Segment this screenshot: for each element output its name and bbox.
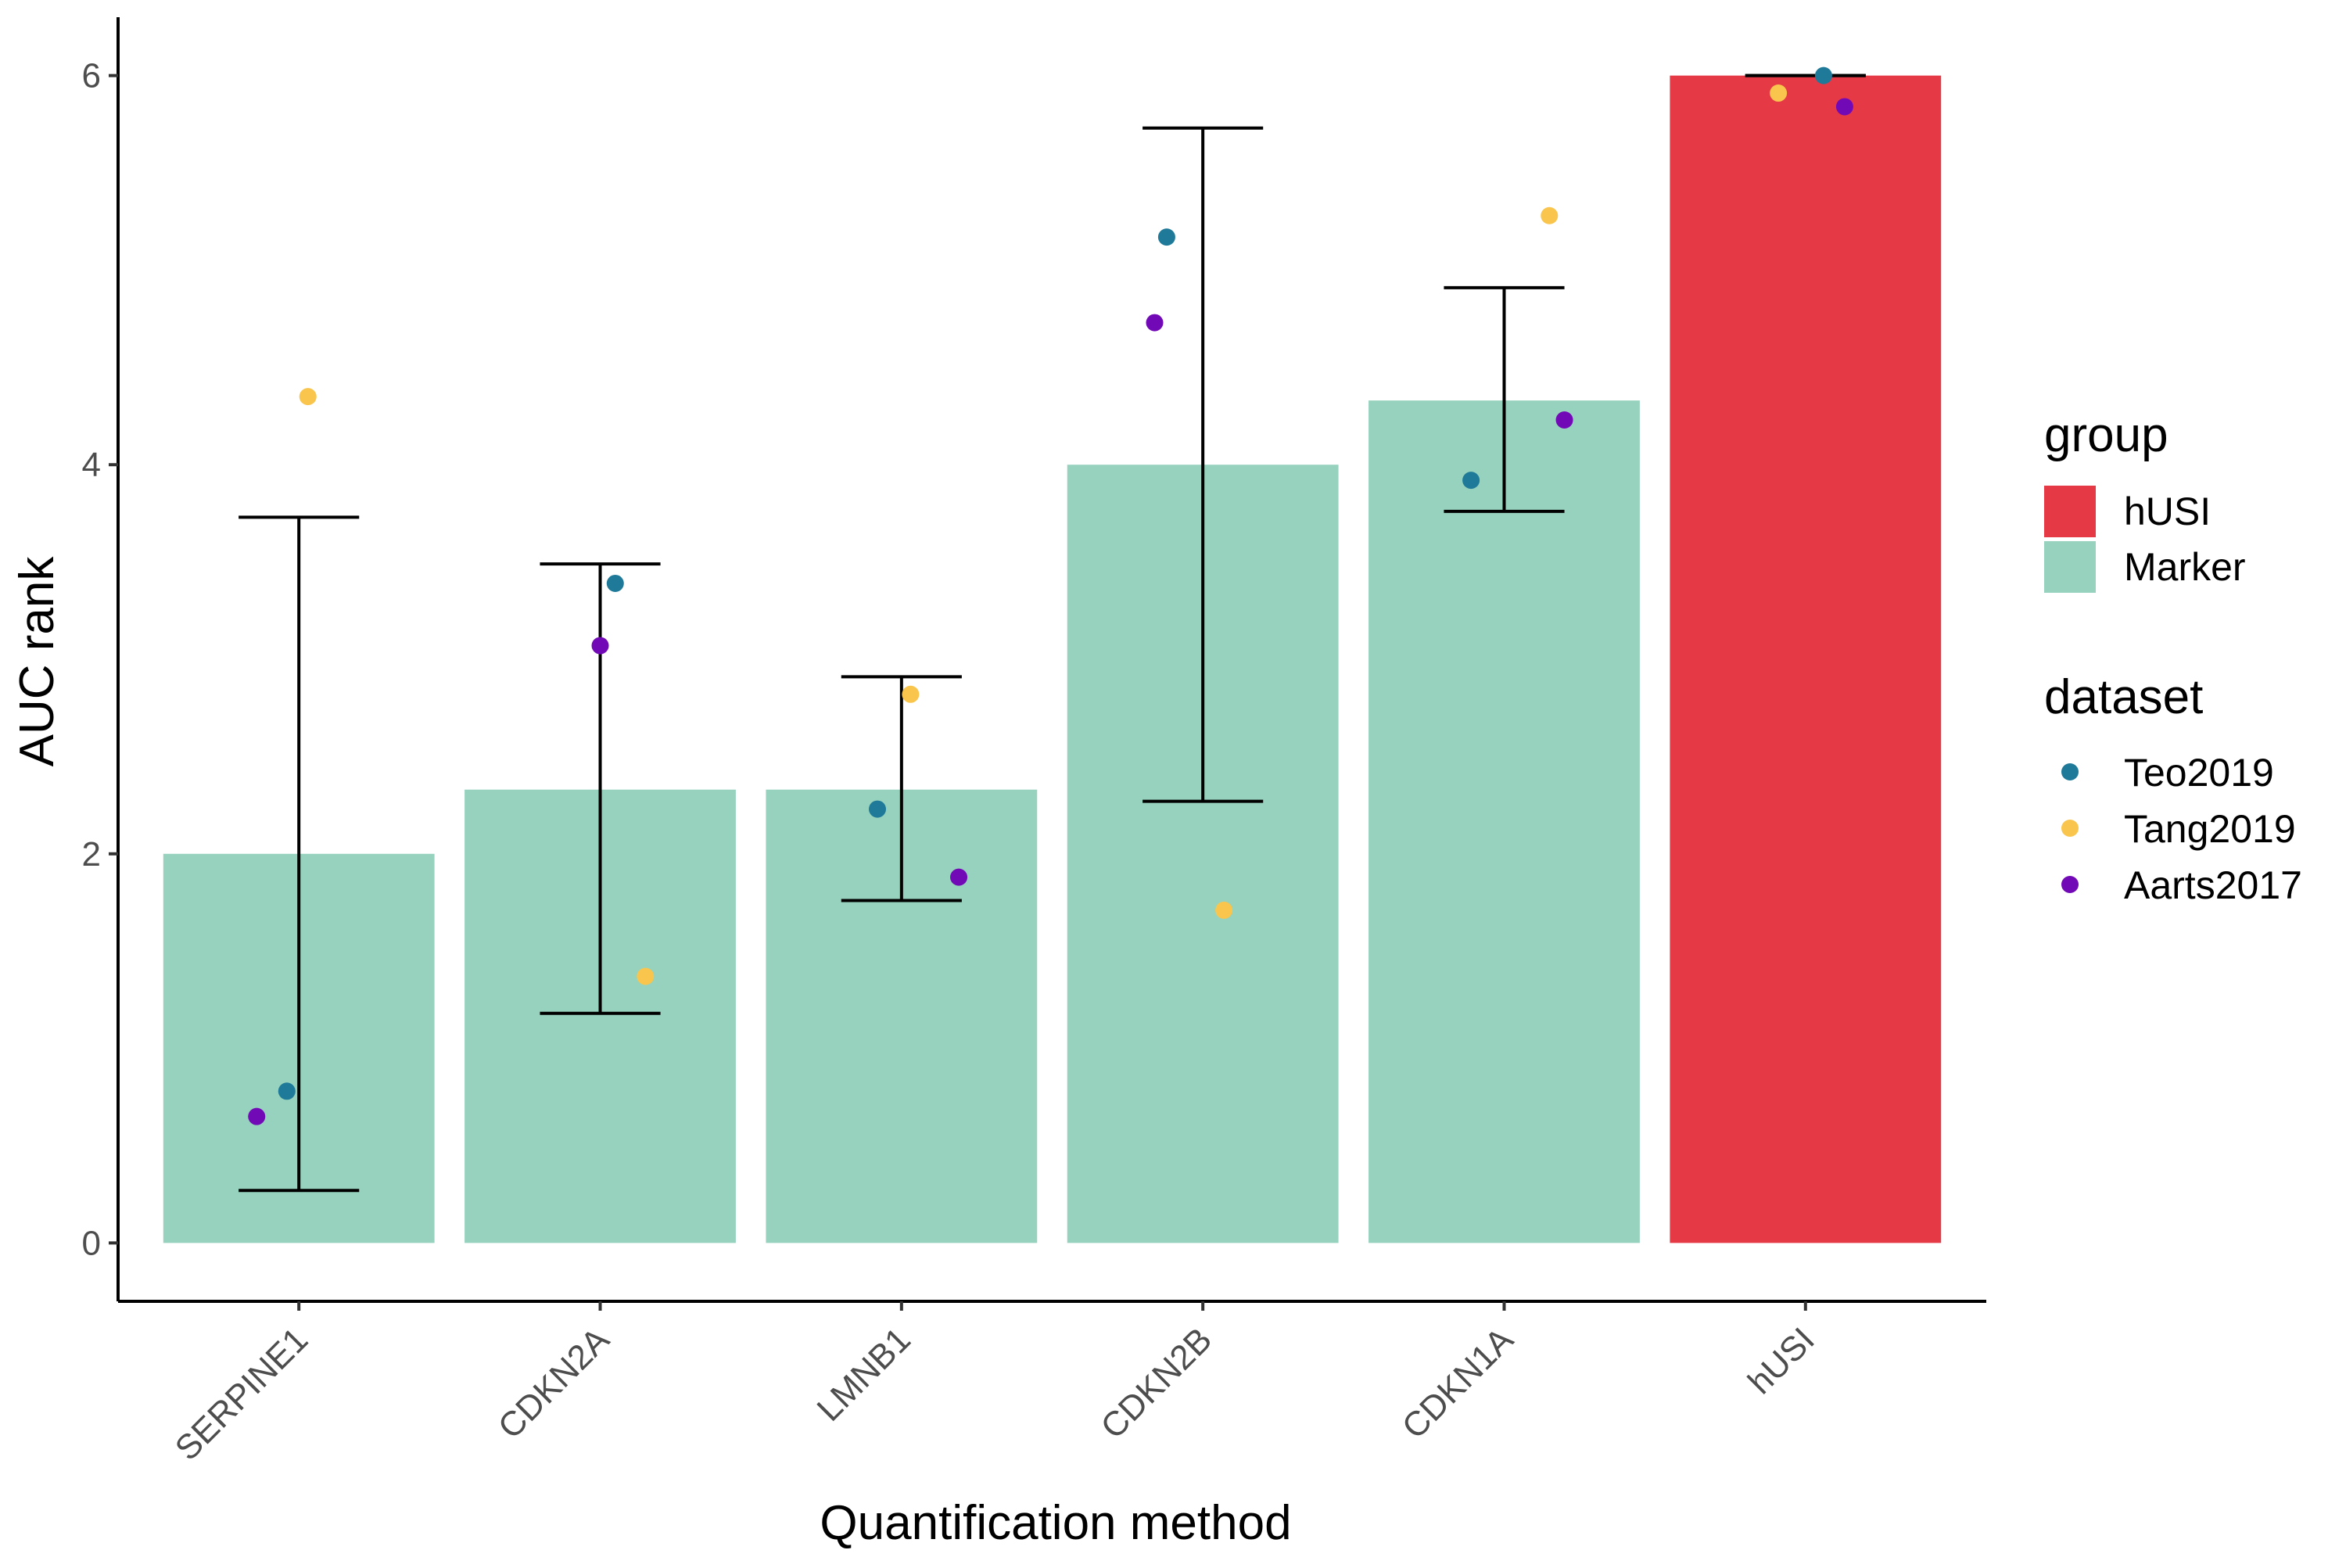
point-cdkn2a-aarts2017	[591, 637, 609, 655]
legend-key-tang2019	[2061, 820, 2079, 837]
point-husi-aarts2017	[1835, 98, 1853, 116]
legend-key-marker	[2044, 541, 2096, 593]
x-axis-title: Quantification method	[820, 1496, 1291, 1550]
legend-label-tang2019: Tang2019	[2124, 807, 2296, 851]
point-lmnb1-tang2019	[902, 685, 920, 703]
legend-key-husi	[2044, 486, 2096, 537]
point-serpine1-aarts2017	[248, 1107, 266, 1125]
y-tick-label: 4	[82, 446, 101, 484]
legend: group dataset hUSI Marker Teo2019 Tang2019 A…	[2044, 408, 2302, 907]
point-cdkn2b-tang2019	[1215, 901, 1233, 919]
point-husi-tang2019	[1770, 84, 1788, 102]
points-layer	[248, 66, 1853, 1125]
y-tick-label: 6	[82, 57, 101, 95]
legend-key-teo2019	[2061, 763, 2079, 780]
point-cdkn2a-tang2019	[637, 967, 655, 985]
point-cdkn1a-tang2019	[1541, 206, 1559, 224]
bar-husi	[1670, 75, 1942, 1243]
y-axis-title: AUC rank	[10, 556, 64, 767]
error-bars-layer	[239, 74, 1866, 1193]
point-serpine1-teo2019	[278, 1082, 296, 1100]
point-serpine1-tang2019	[299, 388, 317, 406]
error-bar-serpine1	[239, 515, 360, 1193]
point-lmnb1-teo2019	[869, 800, 887, 818]
legend-group-title: group	[2044, 408, 2168, 462]
x-tick-label: CDKN2A	[491, 1320, 617, 1446]
point-cdkn2b-teo2019	[1157, 228, 1175, 246]
point-cdkn2b-aarts2017	[1146, 314, 1164, 332]
legend-label-husi: hUSI	[2124, 490, 2211, 533]
legend-dataset-title: dataset	[2044, 670, 2203, 724]
y-tick-label: 2	[82, 835, 101, 874]
point-husi-teo2019	[1814, 66, 1832, 84]
legend-label-teo2019: Teo2019	[2124, 751, 2274, 795]
point-cdkn1a-teo2019	[1462, 472, 1480, 490]
bars-layer	[163, 75, 1942, 1243]
point-cdkn2a-teo2019	[606, 574, 624, 592]
legend-key-aarts2017	[2061, 876, 2079, 893]
bar-cdkn1a	[1368, 400, 1640, 1243]
x-tick-label: CDKN1A	[1395, 1320, 1521, 1446]
x-tick-label: CDKN2B	[1093, 1320, 1219, 1446]
y-tick-label: 0	[82, 1224, 101, 1262]
error-bar-cdkn1a	[1444, 285, 1565, 513]
legend-label-marker: Marker	[2124, 545, 2246, 589]
point-lmnb1-aarts2017	[950, 868, 968, 886]
error-bar-lmnb1	[841, 675, 962, 902]
error-bar-cdkn2b	[1143, 126, 1264, 803]
legend-label-aarts2017: Aarts2017	[2124, 863, 2302, 907]
x-tick-label: SERPINE1	[168, 1320, 316, 1468]
x-tick-label: LMNB1	[810, 1320, 918, 1428]
point-cdkn1a-aarts2017	[1555, 411, 1573, 429]
x-tick-label: hUSI	[1741, 1320, 1822, 1401]
